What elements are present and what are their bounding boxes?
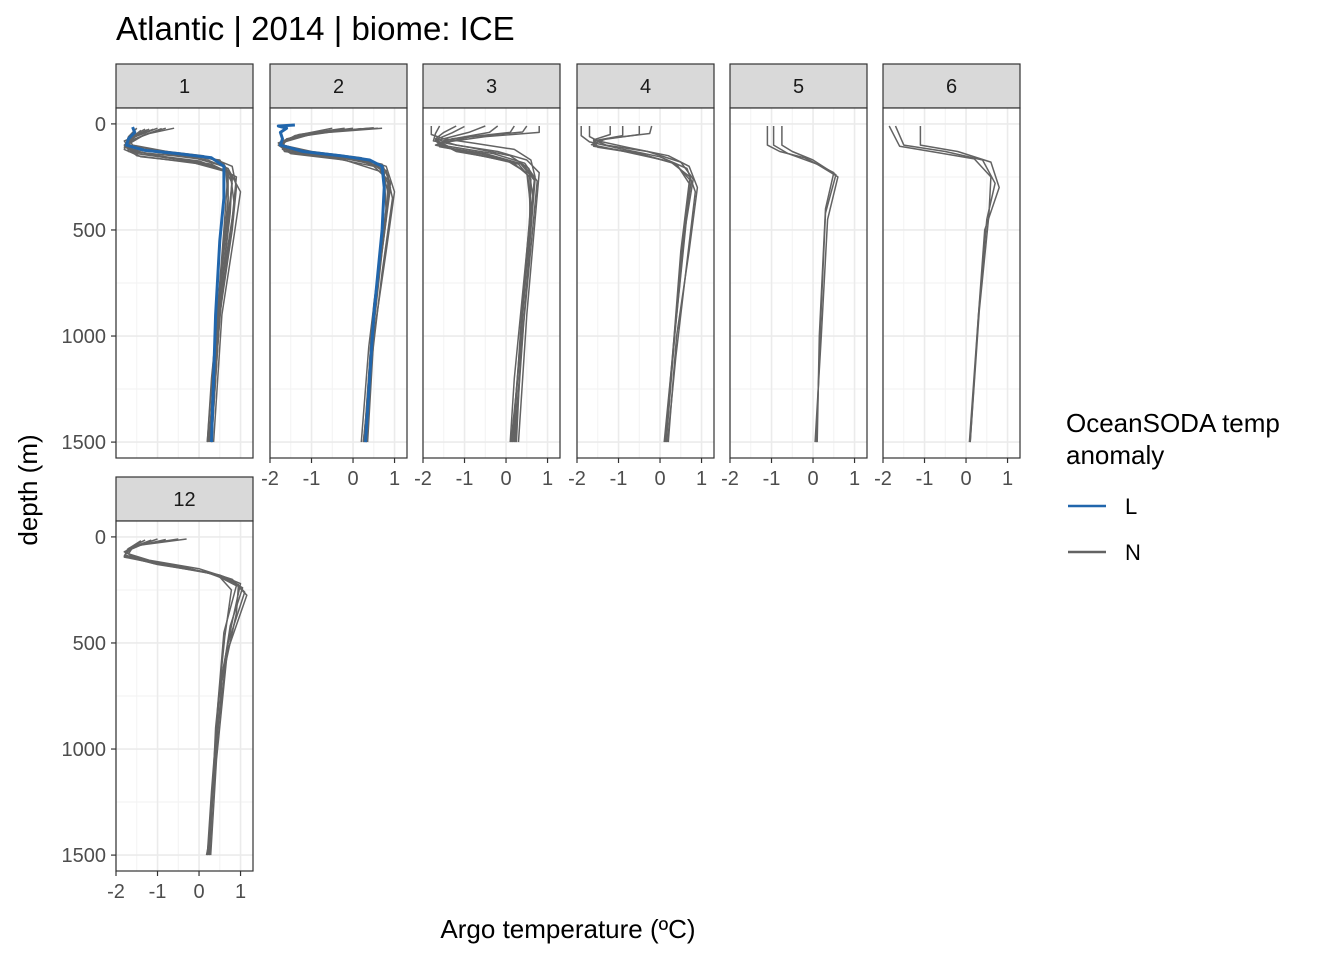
facet-strip-label: 6: [946, 76, 957, 98]
x-tick-label: -1: [610, 468, 628, 490]
y-axis-title: depth (m): [13, 434, 43, 545]
series-lines: [766, 126, 839, 443]
profile-line-N: [436, 125, 531, 443]
profile-line-N: [123, 540, 233, 856]
series-lines: [123, 126, 242, 443]
profile-line-N: [772, 126, 839, 443]
y-tick-label: 0: [95, 114, 106, 136]
legend-title: anomaly: [1066, 440, 1164, 470]
series-lines: [123, 538, 248, 856]
profile-line-N: [124, 129, 229, 443]
x-tick-label: 0: [960, 468, 971, 490]
gridlines: [729, 108, 867, 458]
x-tick-label: 0: [807, 468, 818, 490]
x-tick-label: -2: [414, 468, 432, 490]
facet-strip: [576, 63, 715, 109]
x-tick-label: -1: [149, 881, 167, 903]
facet-panel-5: 5 -2 -1 0 1: [721, 63, 868, 490]
y-tick-label: 500: [73, 633, 106, 655]
facet-panel-4: 4 -2 -1 0 1: [568, 63, 715, 490]
gridlines: [269, 108, 407, 458]
legend-label-N: N: [1125, 540, 1141, 565]
x-tick-label: 0: [193, 881, 204, 903]
panel-border: [422, 107, 561, 459]
y-tick-label: 500: [73, 220, 106, 242]
x-tick-label: 1: [1002, 468, 1013, 490]
series-lines: [430, 125, 540, 443]
x-tick-label: 1: [235, 881, 246, 903]
x-tick-label: -2: [261, 468, 279, 490]
facet-panel-3: 3 -2 -1 0 1: [414, 63, 561, 490]
series-lines: [580, 125, 699, 443]
facet-strip: [269, 63, 408, 109]
panel-border: [115, 520, 254, 872]
profile-line-N: [781, 126, 837, 443]
facet-strip-label: 4: [640, 76, 651, 98]
chart-title: Atlantic | 2014 | biome: ICE: [116, 10, 515, 47]
facet-panel-12: 12 0 500 1000 1500-2 -1 0 1: [62, 476, 254, 903]
y-tick-label: 1500: [62, 432, 107, 454]
facet-strip: [422, 63, 561, 109]
x-tick-label: 1: [542, 468, 553, 490]
profile-line-N: [434, 125, 538, 443]
x-tick-label: -2: [721, 468, 739, 490]
profile-line-N: [127, 127, 233, 438]
y-tick-label: 0: [95, 527, 106, 549]
panel-border: [269, 107, 408, 459]
x-tick-label: 0: [654, 468, 665, 490]
x-axis-title: Argo temperature (ºC): [440, 914, 695, 944]
profile-line-N: [438, 125, 536, 443]
facet-strip-label: 1: [179, 76, 190, 98]
x-tick-label: 1: [696, 468, 707, 490]
profile-line-N: [434, 125, 540, 443]
profile-line-N: [590, 125, 691, 443]
profile-line-N: [580, 126, 697, 443]
x-tick-label: -1: [763, 468, 781, 490]
series-lines: [276, 123, 396, 443]
facet-strip-label: 2: [333, 76, 344, 98]
x-tick-label: -1: [916, 468, 934, 490]
x-tick-label: 0: [347, 468, 358, 490]
x-tick-label: -2: [107, 881, 125, 903]
panel-border: [882, 107, 1021, 459]
y-tick-label: 1500: [62, 845, 107, 867]
facet-strip-label: 3: [486, 76, 497, 98]
panel-border: [729, 107, 868, 459]
facet-strip-label: 12: [173, 489, 195, 511]
x-tick-label: 0: [500, 468, 511, 490]
legend-title: OceanSODA temp: [1066, 408, 1280, 438]
x-tick-label: -1: [303, 468, 321, 490]
profile-line-L: [124, 126, 226, 443]
panel-border: [576, 107, 715, 459]
profile-line-N: [888, 125, 992, 443]
x-tick-label: -1: [456, 468, 474, 490]
legend-label-L: L: [1125, 494, 1137, 519]
x-tick-label: -2: [874, 468, 892, 490]
facet-strip: [115, 63, 254, 109]
y-tick-label: 1000: [62, 326, 107, 348]
x-tick-label: 1: [389, 468, 400, 490]
facet-strip-label: 5: [793, 76, 804, 98]
y-tick-label: 1000: [62, 739, 107, 761]
facet-panel-2: 2 -2 -1 0 1: [261, 63, 408, 490]
panel-border: [115, 107, 254, 459]
facet-panel-6: 6 -2 -1 0 1: [874, 63, 1021, 490]
x-tick-label: 1: [849, 468, 860, 490]
x-tick-label: -2: [568, 468, 586, 490]
profile-line-L: [276, 123, 386, 443]
series-lines: [888, 125, 1000, 443]
facet-panel-1: 1 0 500 1000 1500: [62, 63, 254, 459]
